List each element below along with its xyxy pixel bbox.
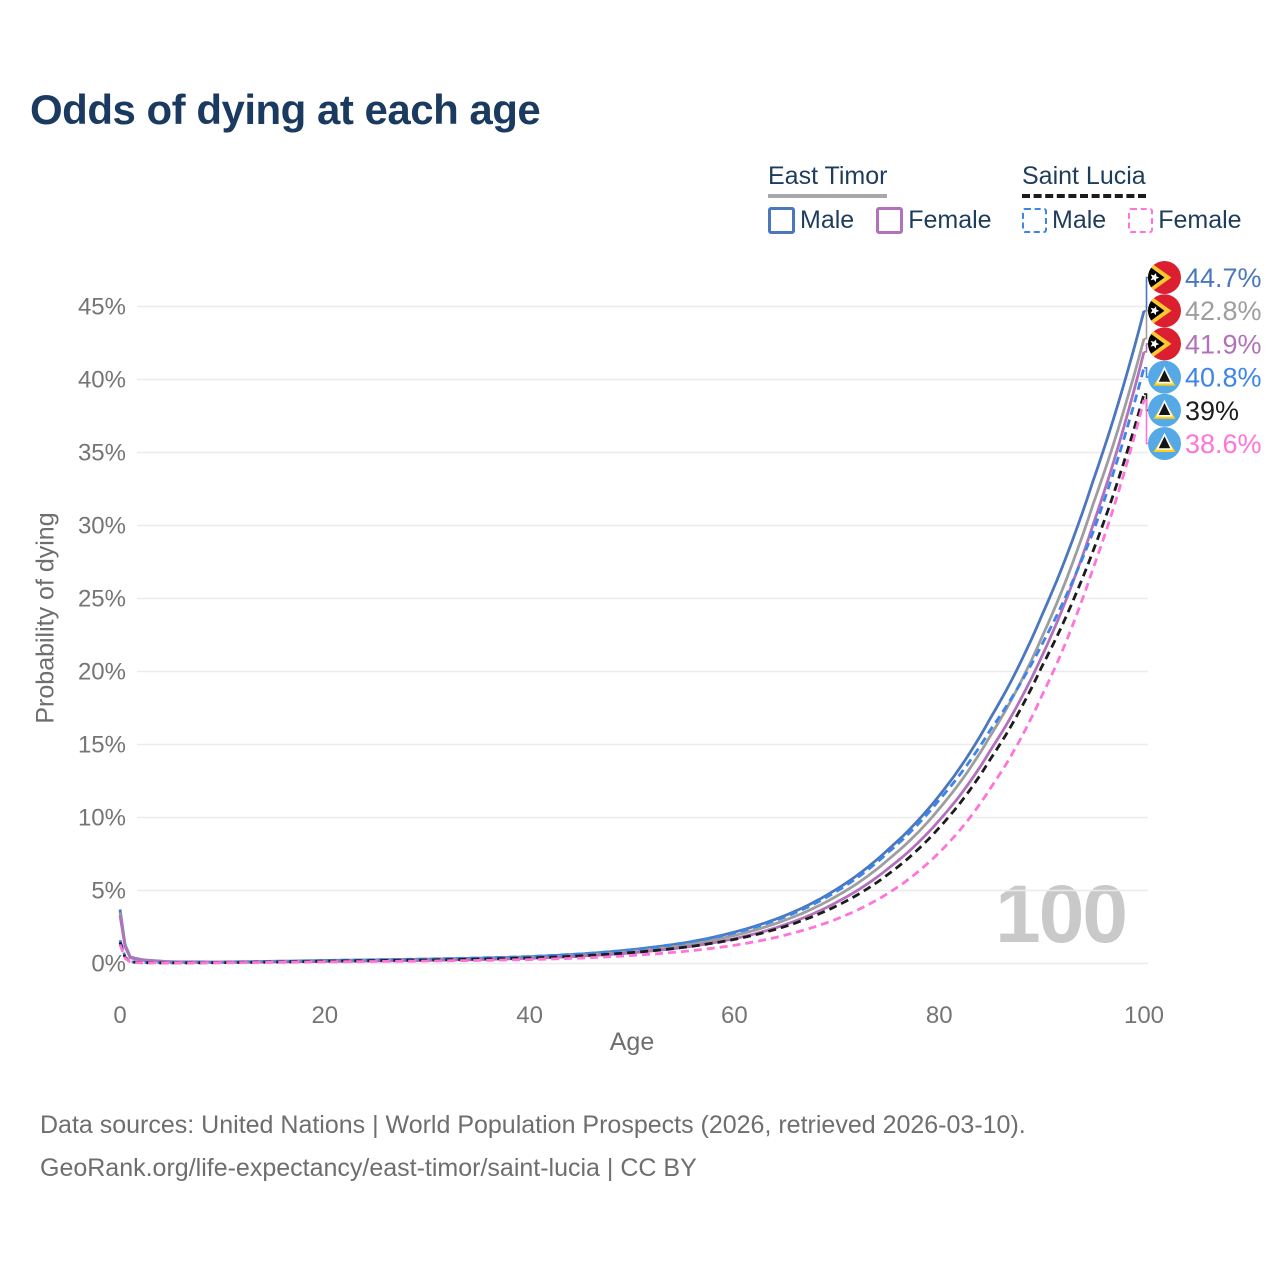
series-line-east-timor-both[interactable]: [118, 338, 1146, 964]
saint-lucia-male-swatch[interactable]: [1022, 208, 1047, 233]
end-connector: [1144, 309, 1148, 340]
saint-lucia-female-swatch[interactable]: [1128, 208, 1154, 233]
y-tick-label: 45%: [78, 294, 126, 321]
east-timor-female-label: Female: [908, 206, 992, 234]
end-value-label-saint-lucia-female: 38.6%: [1185, 429, 1262, 459]
saint-lucia-female-label: Female: [1158, 206, 1242, 234]
y-axis-title: Probability of dying: [31, 512, 60, 724]
y-tick-label: 20%: [78, 659, 126, 686]
east-timor-female-swatch[interactable]: [876, 207, 904, 234]
x-tick-label: 0: [113, 1002, 126, 1029]
saint-lucia-male-label: Male: [1052, 206, 1107, 234]
x-tick-label: 40: [516, 1002, 543, 1029]
end-connector: [1144, 276, 1148, 312]
saint-lucia-flag-icon: [1148, 427, 1181, 460]
x-tick-label: 80: [926, 1002, 953, 1029]
end-connector: [1144, 367, 1148, 378]
saint-lucia-flag-icon: [1148, 360, 1181, 394]
east-timor-male-swatch[interactable]: [768, 207, 795, 234]
watermark-age-100: 100: [995, 869, 1128, 960]
footer-data-sources: Data sources: United Nations | World Pop…: [40, 1111, 1026, 1139]
y-tick-label: 0%: [91, 951, 126, 978]
footer-attribution-url: GeoRank.org/life-expectancy/east-timor/s…: [40, 1154, 697, 1182]
east-timor-both-line-swatch: [768, 194, 888, 198]
east-timor-flag-icon: [1148, 294, 1181, 328]
end-value-label-east-timor-male: 44.7%: [1185, 263, 1262, 293]
end-value-label-saint-lucia-male: 40.8%: [1185, 363, 1262, 393]
x-tick-label: 100: [1124, 1002, 1164, 1029]
legend-country-label: Saint Lucia: [1022, 162, 1146, 190]
plot-area[interactable]: 0% 5% 10% 15% 20% 25% 30% 35% 40% 45% 0 20 40 60 80 100…: [0, 0, 1280, 1080]
legend-country-label: East Timor: [768, 162, 888, 190]
end-value-label-east-timor-both: 42.8%: [1185, 296, 1262, 326]
x-tick-label: 20: [311, 1002, 338, 1029]
y-tick-label: 25%: [78, 586, 126, 613]
series-line-saint-lucia-both[interactable]: [118, 393, 1146, 965]
y-tick-label: 5%: [91, 878, 126, 905]
series-line-east-timor-male[interactable]: [118, 310, 1146, 964]
chart-title: Odds of dying at each age: [30, 86, 541, 133]
end-value-label-saint-lucia-both: 39%: [1185, 396, 1239, 426]
y-tick-label: 30%: [78, 513, 126, 540]
legend-group-east-timor: East Timor Male Female: [768, 162, 992, 235]
series-line-saint-lucia-female[interactable]: [118, 399, 1146, 965]
end-connector: [1144, 399, 1148, 445]
x-tick-label: 60: [721, 1002, 748, 1029]
legend-group-saint-lucia: Saint Lucia Male Female: [1022, 162, 1242, 235]
y-tick-label: 15%: [78, 732, 126, 759]
x-axis-title: Age: [609, 1028, 655, 1056]
footer: Data sources: United Nations | World Pop…: [40, 1104, 1026, 1190]
legend-items-saint-lucia: Male Female: [1022, 206, 1242, 235]
legend-country-east-timor[interactable]: East Timor: [768, 162, 888, 198]
east-timor-flag-icon: [1148, 327, 1181, 361]
east-timor-flag-icon: [1148, 261, 1181, 294]
end-value-label-east-timor-female: 41.9%: [1185, 329, 1262, 359]
legend-country-saint-lucia[interactable]: Saint Lucia: [1022, 162, 1146, 198]
series-line-saint-lucia-male[interactable]: [118, 367, 1146, 965]
east-timor-male-label: Male: [800, 206, 855, 234]
y-tick-label: 35%: [78, 440, 126, 467]
saint-lucia-both-line-swatch: [1022, 194, 1146, 198]
y-tick-label: 40%: [78, 367, 126, 394]
series-line-east-timor-female[interactable]: [118, 351, 1146, 964]
y-tick-label: 10%: [78, 805, 126, 832]
legend-items-east-timor: Male Female: [768, 206, 992, 235]
saint-lucia-flag-icon: [1148, 393, 1181, 427]
end-connector: [1144, 343, 1148, 353]
